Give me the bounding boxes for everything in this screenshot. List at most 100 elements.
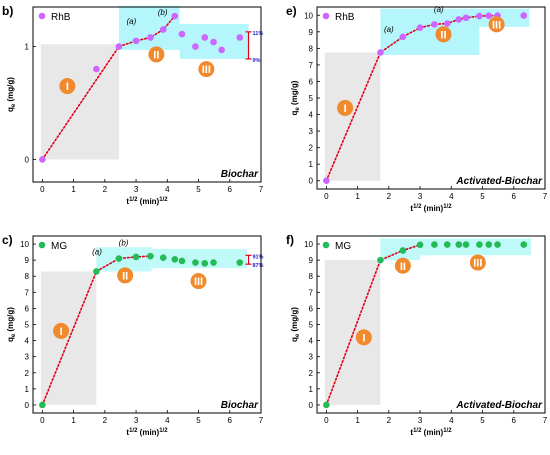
x-axis-label: t1/2 (min)1/2	[410, 428, 452, 437]
stage-badge-label: II	[400, 261, 406, 273]
data-point	[455, 16, 463, 23]
y-tick-label: 2	[309, 144, 314, 153]
stage-badge-label: I	[362, 332, 365, 344]
data-point	[171, 12, 179, 20]
stage-badge-label: I	[66, 81, 69, 93]
x-tick-label: 7	[543, 416, 548, 425]
stage-badge	[53, 322, 70, 339]
data-point	[201, 34, 209, 41]
y-tick-label: 8	[309, 272, 314, 281]
annotation: (a)	[126, 17, 136, 26]
x-tick-label: 5	[196, 185, 201, 194]
stage-badge-label: III	[202, 64, 211, 76]
data-point	[93, 65, 100, 73]
fit-line	[325, 244, 421, 406]
x-tick-label: 1	[71, 185, 76, 194]
panel-label: e)	[286, 4, 297, 18]
stage-badge-label: II	[122, 270, 128, 282]
x-tick-label: 0	[324, 192, 329, 201]
x-axis-label: t1/2 (min)1/2	[126, 428, 168, 437]
y-tick-label: 6	[25, 304, 30, 313]
panel-label: b)	[2, 4, 13, 18]
y-tick-label: 5	[309, 321, 314, 330]
data-point	[494, 241, 501, 248]
data-point	[201, 260, 209, 267]
y-tick-label: 0	[309, 401, 314, 410]
range-top-label: 11%	[253, 31, 264, 37]
stage-badge	[337, 99, 354, 116]
annotation: (b)	[158, 8, 168, 17]
data-point	[455, 241, 463, 248]
y-tick-label: 4	[25, 337, 30, 346]
x-tick-label: 0	[324, 416, 329, 425]
x-tick-label: 0	[40, 416, 45, 425]
data-point	[485, 241, 493, 248]
y-axis-label: qe (mg/g)	[290, 80, 301, 115]
y-tick-label: 0	[309, 177, 314, 186]
x-tick-label: 3	[418, 192, 423, 201]
data-point	[416, 241, 424, 249]
fit-line	[41, 255, 152, 406]
y-tick-label: 1	[309, 385, 314, 394]
x-tick-label: 1	[355, 192, 360, 201]
stage-region-III	[151, 248, 247, 269]
x-tick-label: 3	[134, 185, 139, 194]
y-tick-label: 9	[309, 256, 314, 265]
y-tick-label: 9	[309, 28, 314, 37]
data-point	[431, 21, 438, 28]
x-tick-label: 3	[134, 416, 139, 425]
data-point	[171, 256, 179, 263]
data-point	[443, 241, 451, 248]
stage-badge-label: II	[153, 49, 159, 61]
data-point	[147, 34, 154, 41]
x-tick-label: 4	[449, 416, 454, 425]
y-tick-label: 7	[309, 61, 314, 70]
y-tick-label: 5	[309, 94, 314, 103]
data-point	[323, 177, 330, 185]
x-tick-label: 5	[480, 192, 485, 201]
stage-badge	[59, 78, 76, 95]
y-tick-label: 8	[309, 44, 314, 53]
stage-badge	[148, 46, 165, 63]
stage-badge	[394, 257, 411, 274]
stage-region-II	[118, 5, 180, 50]
x-tick-label: 5	[196, 416, 201, 425]
data-point	[115, 43, 123, 50]
y-tick-label: 3	[309, 127, 314, 136]
data-point	[462, 241, 470, 248]
data-point	[147, 252, 154, 260]
data-point	[210, 38, 217, 46]
data-point	[178, 30, 186, 38]
stage-badge-label: I	[60, 326, 63, 338]
x-tick-label: 5	[480, 416, 485, 425]
stage-badge	[488, 16, 505, 33]
y-tick-label: 7	[25, 288, 30, 297]
y-tick-label: 9	[25, 256, 30, 265]
data-point	[115, 255, 123, 262]
legend-label: MG	[51, 241, 67, 252]
y-tick-label: 2	[25, 369, 30, 378]
data-point	[210, 259, 217, 266]
panel-title: Activated-Biochar	[455, 400, 543, 411]
annotation: (a)	[434, 5, 444, 14]
data-point	[218, 46, 225, 54]
stage-badge	[435, 26, 452, 43]
data-point	[236, 259, 244, 266]
annotation: (a)	[384, 25, 394, 34]
y-tick-label: 3	[25, 353, 30, 362]
range-bottom-label: 87%	[253, 263, 264, 269]
x-tick-label: 4	[449, 192, 454, 201]
x-tick-label: 3	[418, 416, 423, 425]
data-point	[485, 12, 493, 20]
data-point	[93, 268, 100, 275]
data-point	[39, 401, 46, 409]
stage-badge-label: III	[194, 276, 203, 288]
x-tick-label: 2	[103, 185, 108, 194]
stage-badge-label: II	[440, 29, 446, 41]
data-point	[443, 20, 451, 27]
data-point	[192, 43, 199, 50]
